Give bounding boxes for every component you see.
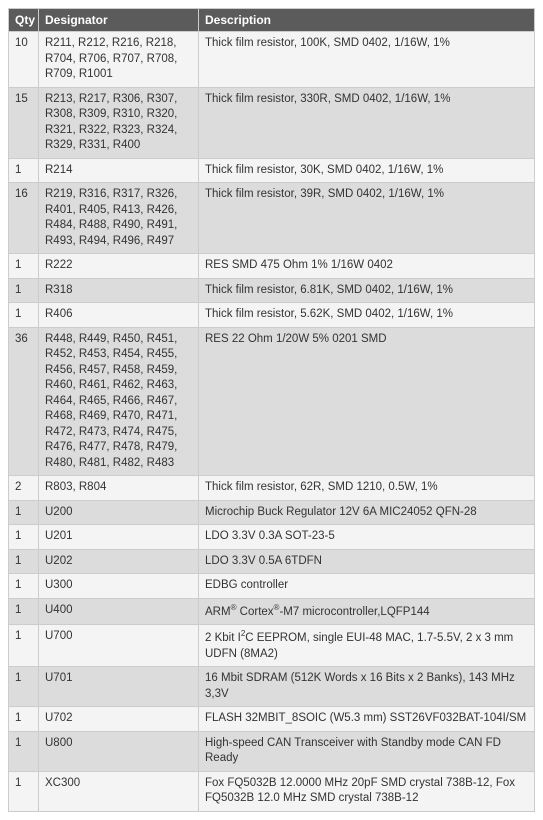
table-row: 1R214Thick film resistor, 30K, SMD 0402,… — [9, 158, 535, 183]
cell-designator: U400 — [39, 598, 199, 624]
table-row: 1U70116 Mbit SDRAM (512K Words x 16 Bits… — [9, 667, 535, 707]
cell-designator: R318 — [39, 278, 199, 303]
cell-description: High-speed CAN Transceiver with Standby … — [199, 731, 535, 771]
cell-qty: 1 — [9, 303, 39, 328]
table-row: 1U300EDBG controller — [9, 574, 535, 599]
cell-description: 16 Mbit SDRAM (512K Words x 16 Bits x 2 … — [199, 667, 535, 707]
cell-qty: 16 — [9, 183, 39, 254]
cell-designator: R448, R449, R450, R451, R452, R453, R454… — [39, 327, 199, 476]
cell-description: RES 22 Ohm 1/20W 5% 0201 SMD — [199, 327, 535, 476]
cell-qty: 15 — [9, 87, 39, 158]
cell-qty: 1 — [9, 598, 39, 624]
table-row: 16R219, R316, R317, R326, R401, R405, R4… — [9, 183, 535, 254]
cell-description: ARM® Cortex®-M7 microcontroller,LQFP144 — [199, 598, 535, 624]
cell-qty: 1 — [9, 731, 39, 771]
cell-designator: R213, R217, R306, R307, R308, R309, R310… — [39, 87, 199, 158]
table-row: 1U702FLASH 32MBIT_8SOIC (W5.3 mm) SST26V… — [9, 707, 535, 732]
cell-description: RES SMD 475 Ohm 1% 1/16W 0402 — [199, 254, 535, 279]
table-row: 1U200Microchip Buck Regulator 12V 6A MIC… — [9, 500, 535, 525]
cell-description: Thick film resistor, 39R, SMD 0402, 1/16… — [199, 183, 535, 254]
table-row: 1R318Thick film resistor, 6.81K, SMD 040… — [9, 278, 535, 303]
cell-qty: 10 — [9, 32, 39, 88]
cell-qty: 1 — [9, 500, 39, 525]
header-description: Description — [199, 9, 535, 32]
cell-description: Microchip Buck Regulator 12V 6A MIC24052… — [199, 500, 535, 525]
cell-designator: U800 — [39, 731, 199, 771]
cell-description: Thick film resistor, 6.81K, SMD 0402, 1/… — [199, 278, 535, 303]
table-row: 36R448, R449, R450, R451, R452, R453, R4… — [9, 327, 535, 476]
cell-description: Thick film resistor, 5.62K, SMD 0402, 1/… — [199, 303, 535, 328]
cell-qty: 1 — [9, 625, 39, 667]
cell-designator: U300 — [39, 574, 199, 599]
table-row: 10R211, R212, R216, R218, R704, R706, R7… — [9, 32, 535, 88]
cell-description: Thick film resistor, 30K, SMD 0402, 1/16… — [199, 158, 535, 183]
table-row: 1U202LDO 3.3V 0.5A 6TDFN — [9, 549, 535, 574]
table-row: 15R213, R217, R306, R307, R308, R309, R3… — [9, 87, 535, 158]
cell-description: Fox FQ5032B 12.0000 MHz 20pF SMD crystal… — [199, 771, 535, 811]
table-row: 1U201LDO 3.3V 0.3A SOT-23-5 — [9, 525, 535, 550]
table-row: 1XC300Fox FQ5032B 12.0000 MHz 20pF SMD c… — [9, 771, 535, 811]
cell-designator: R211, R212, R216, R218, R704, R706, R707… — [39, 32, 199, 88]
header-row: Qty Designator Description — [9, 9, 535, 32]
cell-qty: 1 — [9, 549, 39, 574]
table-row: 1U7002 Kbit I2C EEPROM, single EUI-48 MA… — [9, 625, 535, 667]
bom-table: Qty Designator Description 10R211, R212,… — [8, 8, 535, 812]
table-row: 1U400ARM® Cortex®-M7 microcontroller,LQF… — [9, 598, 535, 624]
cell-qty: 36 — [9, 327, 39, 476]
header-designator: Designator — [39, 9, 199, 32]
cell-designator: R222 — [39, 254, 199, 279]
table-row: 2R803, R804Thick film resistor, 62R, SMD… — [9, 476, 535, 501]
cell-qty: 1 — [9, 254, 39, 279]
cell-designator: XC300 — [39, 771, 199, 811]
table-row: 1U800High-speed CAN Transceiver with Sta… — [9, 731, 535, 771]
table-row: 1R222RES SMD 475 Ohm 1% 1/16W 0402 — [9, 254, 535, 279]
cell-description: Thick film resistor, 62R, SMD 1210, 0.5W… — [199, 476, 535, 501]
cell-description: Thick film resistor, 330R, SMD 0402, 1/1… — [199, 87, 535, 158]
cell-designator: U701 — [39, 667, 199, 707]
cell-qty: 1 — [9, 158, 39, 183]
cell-description: LDO 3.3V 0.3A SOT-23-5 — [199, 525, 535, 550]
cell-qty: 1 — [9, 707, 39, 732]
cell-designator: R219, R316, R317, R326, R401, R405, R413… — [39, 183, 199, 254]
cell-designator: R803, R804 — [39, 476, 199, 501]
cell-qty: 2 — [9, 476, 39, 501]
cell-description: Thick film resistor, 100K, SMD 0402, 1/1… — [199, 32, 535, 88]
cell-description: LDO 3.3V 0.5A 6TDFN — [199, 549, 535, 574]
cell-designator: R214 — [39, 158, 199, 183]
table-row: 1R406Thick film resistor, 5.62K, SMD 040… — [9, 303, 535, 328]
cell-qty: 1 — [9, 667, 39, 707]
cell-description: EDBG controller — [199, 574, 535, 599]
cell-description: FLASH 32MBIT_8SOIC (W5.3 mm) SST26VF032B… — [199, 707, 535, 732]
header-qty: Qty — [9, 9, 39, 32]
cell-qty: 1 — [9, 525, 39, 550]
cell-qty: 1 — [9, 771, 39, 811]
cell-designator: U700 — [39, 625, 199, 667]
cell-designator: R406 — [39, 303, 199, 328]
cell-qty: 1 — [9, 574, 39, 599]
cell-designator: U702 — [39, 707, 199, 732]
cell-designator: U202 — [39, 549, 199, 574]
cell-qty: 1 — [9, 278, 39, 303]
cell-designator: U201 — [39, 525, 199, 550]
cell-description: 2 Kbit I2C EEPROM, single EUI-48 MAC, 1.… — [199, 625, 535, 667]
cell-designator: U200 — [39, 500, 199, 525]
